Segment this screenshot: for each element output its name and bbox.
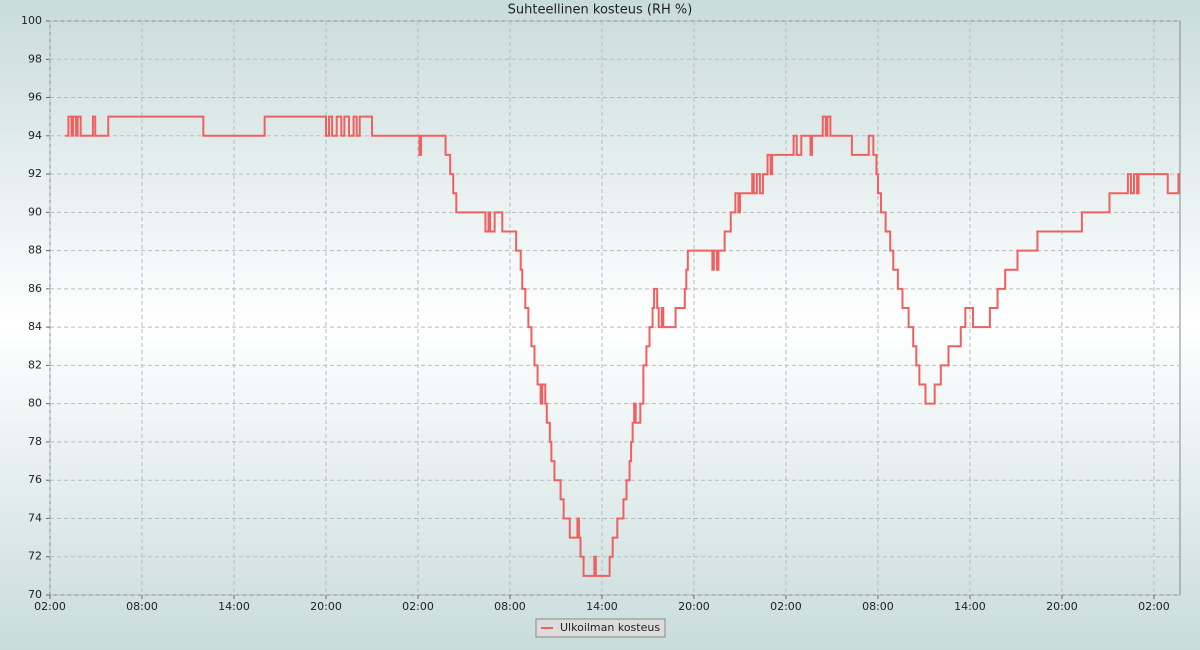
y-tick-label: 80 bbox=[28, 397, 42, 410]
x-tick-label: 14:00 bbox=[586, 600, 618, 613]
y-tick-label: 82 bbox=[28, 358, 42, 371]
y-tick-label: 74 bbox=[28, 511, 42, 524]
y-tick-label: 72 bbox=[28, 550, 42, 563]
legend: Ulkoilman kosteus bbox=[535, 618, 666, 638]
x-tick-label: 14:00 bbox=[954, 600, 986, 613]
x-tick-label: 02:00 bbox=[402, 600, 434, 613]
legend-box bbox=[535, 618, 666, 638]
x-tick-label: 20:00 bbox=[310, 600, 342, 613]
x-tick-label: 08:00 bbox=[862, 600, 894, 613]
y-tick-label: 96 bbox=[28, 91, 42, 104]
x-tick-label: 08:00 bbox=[494, 600, 526, 613]
y-tick-label: 76 bbox=[28, 473, 42, 486]
y-tick-label: 90 bbox=[28, 205, 42, 218]
x-tick-label: 08:00 bbox=[126, 600, 158, 613]
y-tick-label: 84 bbox=[28, 320, 42, 333]
y-tick-label: 78 bbox=[28, 435, 42, 448]
x-tick-label: 20:00 bbox=[678, 600, 710, 613]
y-tick-label: 70 bbox=[28, 588, 42, 601]
y-tick-label: 98 bbox=[28, 52, 42, 65]
chart-title: Suhteellinen kosteus (RH %) bbox=[508, 3, 693, 18]
y-tick-label: 86 bbox=[28, 282, 42, 295]
x-tick-label: 02:00 bbox=[34, 600, 66, 613]
x-tick-label: 20:00 bbox=[1046, 600, 1078, 613]
y-tick-label: 100 bbox=[21, 14, 42, 27]
y-tick-label: 92 bbox=[28, 167, 42, 180]
legend-label: Ulkoilman kosteus bbox=[560, 621, 660, 634]
x-tick-label: 14:00 bbox=[218, 600, 250, 613]
x-tick-label: 02:00 bbox=[770, 600, 802, 613]
y-tick-label: 88 bbox=[28, 244, 42, 257]
x-tick-label: 02:00 bbox=[1138, 600, 1170, 613]
y-tick-label: 94 bbox=[28, 129, 42, 142]
data-line bbox=[65, 115, 1180, 577]
